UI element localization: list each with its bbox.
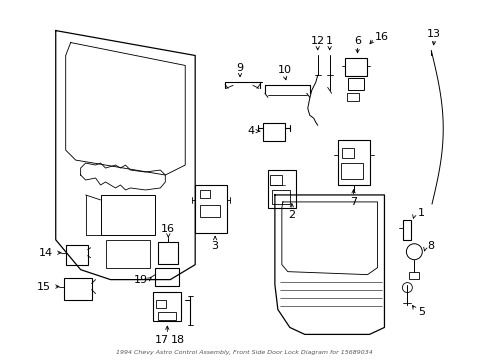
Text: 13: 13 — [427, 28, 440, 39]
Text: 16: 16 — [374, 32, 387, 41]
Bar — [337, 140, 369, 185]
Text: 1: 1 — [325, 36, 332, 46]
Text: 12: 12 — [310, 36, 324, 46]
Text: 1: 1 — [417, 208, 424, 218]
Bar — [346, 93, 358, 101]
Bar — [200, 205, 220, 217]
Bar — [347, 78, 363, 90]
Bar — [263, 123, 285, 141]
Bar — [408, 272, 419, 279]
Text: 3: 3 — [211, 241, 218, 251]
Text: 15: 15 — [37, 282, 51, 292]
Text: 10: 10 — [277, 66, 291, 76]
Bar — [101, 195, 155, 235]
Text: 1994 Chevy Astro Control Assembly, Front Side Door Lock Diagram for 15689034: 1994 Chevy Astro Control Assembly, Front… — [115, 350, 372, 355]
Text: 8: 8 — [427, 241, 434, 251]
Bar — [344, 58, 366, 76]
Text: 2: 2 — [287, 210, 295, 220]
Bar — [156, 300, 166, 307]
Bar — [195, 185, 226, 233]
Text: 14: 14 — [39, 248, 53, 258]
Text: 7: 7 — [349, 197, 356, 207]
Text: 16: 16 — [161, 224, 175, 234]
Bar — [158, 242, 178, 264]
Bar — [63, 278, 91, 300]
Text: 6: 6 — [353, 36, 360, 46]
Bar — [105, 240, 150, 268]
Bar — [200, 190, 210, 198]
Bar — [155, 268, 179, 285]
Bar — [267, 170, 295, 208]
Text: 19: 19 — [133, 275, 147, 285]
Text: 18: 18 — [171, 336, 185, 345]
Bar — [403, 220, 410, 240]
Text: 9: 9 — [236, 63, 243, 73]
Bar — [65, 245, 87, 265]
Bar — [340, 163, 362, 179]
Bar — [153, 292, 181, 321]
Text: 5: 5 — [417, 307, 424, 318]
Bar — [269, 175, 281, 185]
Text: 4: 4 — [247, 126, 254, 136]
Bar — [271, 190, 289, 204]
Text: 17: 17 — [155, 336, 169, 345]
Bar — [341, 148, 353, 158]
Bar — [158, 312, 176, 320]
